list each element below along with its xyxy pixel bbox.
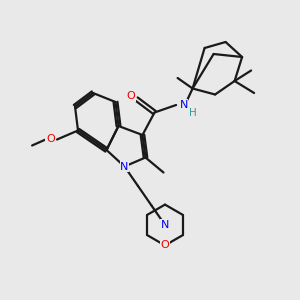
- Text: N: N: [120, 161, 129, 172]
- Text: O: O: [46, 134, 55, 144]
- Text: N: N: [179, 100, 188, 110]
- Text: O: O: [160, 240, 169, 250]
- Text: O: O: [127, 91, 136, 101]
- Text: N: N: [161, 220, 169, 230]
- Text: H: H: [189, 107, 196, 118]
